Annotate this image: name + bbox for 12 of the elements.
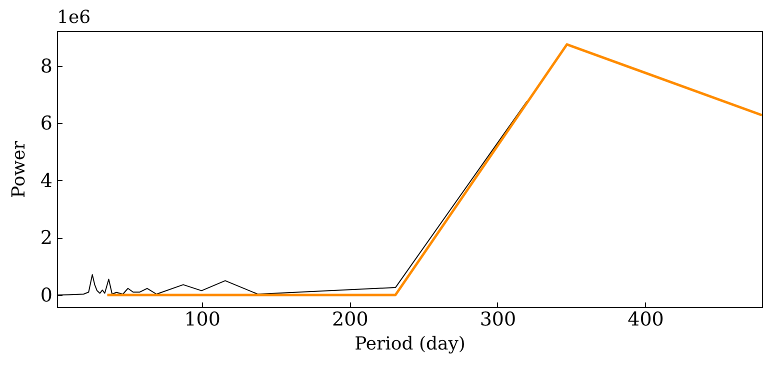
- x-axis-title: Period (day): [354, 334, 466, 354]
- y-axis-title: Power: [8, 140, 30, 198]
- y-tick-label: 6: [40, 112, 52, 135]
- y-tick-label: 8: [40, 55, 52, 78]
- text: 1e6: [57, 7, 91, 28]
- y-tick-label: 2: [40, 227, 52, 250]
- x-tick-label: 200: [332, 308, 368, 330]
- y-tick-label: 0: [40, 284, 52, 306]
- x-tick-label: 100: [184, 308, 220, 330]
- y-tick-label: 4: [40, 170, 52, 192]
- x-tick-label: 300: [480, 308, 516, 330]
- x-tick-label: 400: [628, 308, 664, 330]
